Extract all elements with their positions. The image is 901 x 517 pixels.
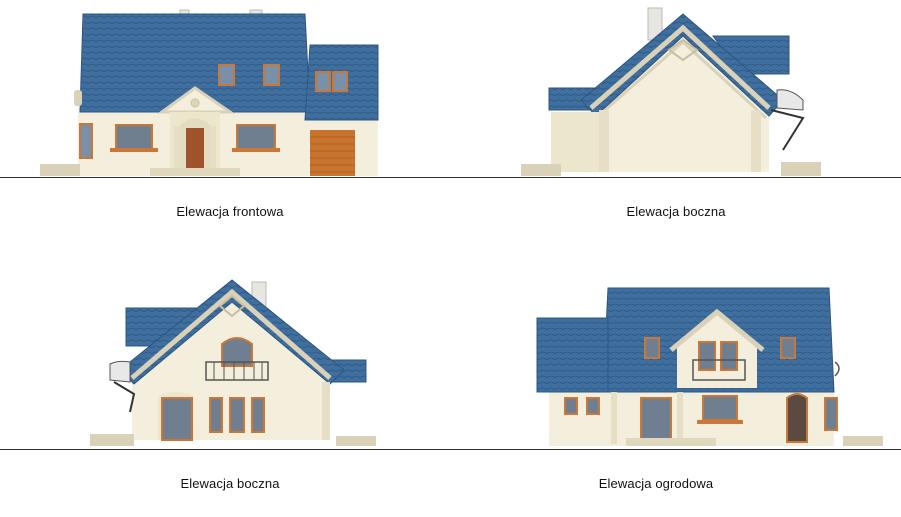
elevation-garden-panel: Elewacja ogrodowa bbox=[451, 270, 901, 517]
elevation-side-panel-1: Elewacja boczna bbox=[451, 0, 901, 247]
elevation-side-panel-2: Elewacja boczna bbox=[0, 270, 450, 517]
house-side-elevation-drawing bbox=[521, 7, 821, 176]
house-front-elevation-drawing bbox=[40, 9, 379, 176]
house-side-elevation-drawing bbox=[90, 279, 376, 446]
elevation-caption: Elewacja ogrodowa bbox=[598, 476, 714, 491]
elevation-caption: Elewacja boczna bbox=[180, 476, 280, 491]
elevation-caption: Elewacja boczna bbox=[626, 204, 726, 219]
elevation-front-panel: Elewacja frontowa bbox=[0, 0, 450, 247]
ground-line-bottom bbox=[0, 449, 901, 450]
elevation-caption: Elewacja frontowa bbox=[176, 204, 284, 219]
ground-line-top bbox=[0, 177, 901, 178]
house-garden-elevation-drawing bbox=[536, 287, 883, 446]
